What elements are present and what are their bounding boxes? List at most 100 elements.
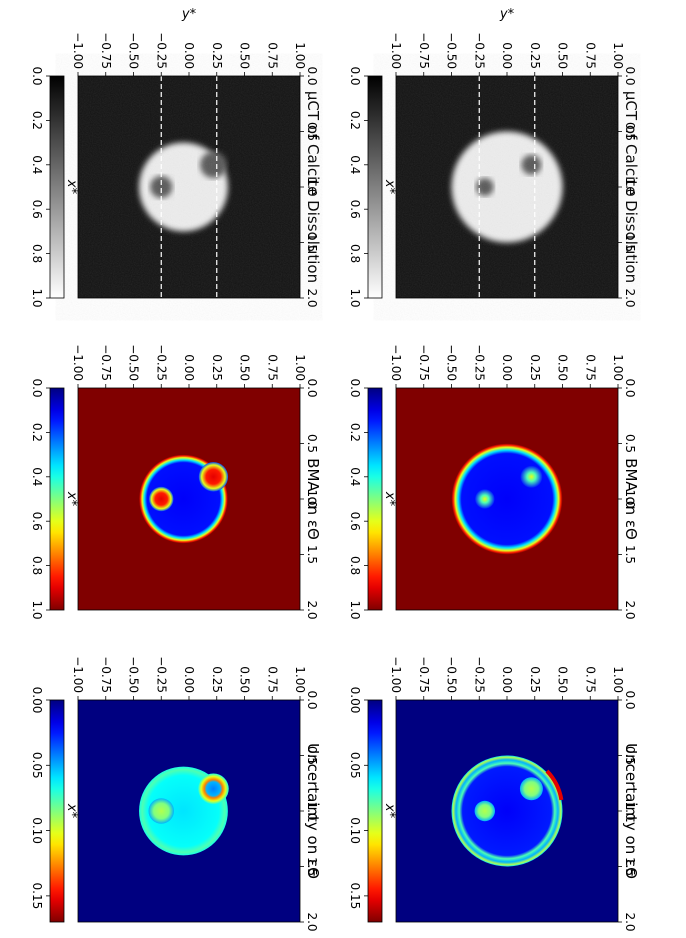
colorbar-label: x* [382, 179, 397, 195]
colorbar-tick-label: 1.0 [348, 600, 362, 619]
y-tick-label: 0.75 [583, 42, 597, 69]
x-tick-label: 0.5 [305, 434, 319, 453]
noise-overlay [78, 76, 300, 298]
y-tick-label: −0.25 [154, 32, 168, 69]
pore-1 [198, 462, 229, 492]
y-tick-label: 0.00 [500, 354, 514, 381]
y-tick-label: 0.25 [528, 666, 542, 693]
colorbar-tick-label: 0.8 [348, 556, 362, 575]
y-tick-label: −0.50 [127, 32, 141, 69]
y-tick-label: −1.00 [71, 344, 85, 381]
y-axis-label: y* [181, 7, 197, 22]
colorbar-label: x* [382, 491, 397, 507]
x-tick-label: 0.0 [623, 690, 637, 709]
x-tick-label: 1.5 [623, 857, 637, 876]
colorbar-tick-label: 0.4 [30, 155, 44, 174]
y-tick-label: −1.00 [389, 656, 403, 693]
y-tick-label: −0.50 [445, 344, 459, 381]
x-tick-label: 2.0 [623, 912, 637, 931]
y-tick-label: 0.75 [265, 354, 279, 381]
x-tick-label: 1.0 [623, 177, 637, 196]
pore-2 [474, 800, 496, 822]
colorbar [367, 699, 383, 923]
x-tick-label: 0.5 [623, 122, 637, 141]
colorbar [367, 75, 383, 299]
colorbar-tick-label: 0.00 [30, 687, 44, 714]
colorbar-tick-label: 0.2 [30, 111, 44, 130]
x-tick-label: 1.5 [623, 545, 637, 564]
x-tick-label: 1.0 [305, 489, 319, 508]
x-tick-label: 0.5 [623, 434, 637, 453]
colorbar-tick-label: 0.15 [348, 883, 362, 910]
colorbar-tick-label: 0.05 [30, 752, 44, 779]
colorbar-tick-label: 0.8 [348, 244, 362, 263]
pore-2 [475, 489, 495, 509]
colorbar-tick-label: 1.0 [30, 288, 44, 307]
y-tick-label: 1.00 [611, 354, 625, 381]
y-tick-label: 1.00 [611, 666, 625, 693]
y-tick-label: 0.25 [210, 42, 224, 69]
y-tick-label: −0.75 [99, 32, 113, 69]
y-tick-label: 0.00 [182, 666, 196, 693]
y-tick-label: 0.50 [238, 666, 252, 693]
y-tick-label: 0.50 [556, 354, 570, 381]
x-tick-label: 1.5 [305, 233, 319, 252]
x-tick-label: 0.0 [305, 66, 319, 85]
y-tick-label: 0.25 [528, 42, 542, 69]
colorbar-tick-label: 0.6 [348, 200, 362, 219]
y-tick-label: 0.50 [238, 42, 252, 69]
y-tick-label: 0.50 [556, 42, 570, 69]
x-tick-label: 0.5 [305, 746, 319, 765]
y-tick-label: 1.00 [293, 354, 307, 381]
colorbar-tick-label: 0.6 [30, 200, 44, 219]
y-tick-label: −0.50 [127, 656, 141, 693]
x-tick-label: 2.0 [623, 600, 637, 619]
y-tick-label: −0.50 [127, 344, 141, 381]
x-tick-label: 0.0 [623, 378, 637, 397]
x-tick-label: 1.5 [305, 857, 319, 876]
y-tick-label: −1.00 [389, 344, 403, 381]
y-tick-label: 0.50 [556, 666, 570, 693]
y-tick-label: 0.00 [182, 354, 196, 381]
colorbar-tick-label: 1.0 [348, 288, 362, 307]
colorbar [49, 699, 65, 923]
y-tick-label: 0.75 [265, 42, 279, 69]
colorbar-tick-label: 0.0 [30, 66, 44, 85]
x-tick-label: 1.5 [623, 233, 637, 252]
colorbar-tick-label: 0.6 [348, 512, 362, 531]
colorbar-tick-label: 0.15 [30, 883, 44, 910]
colorbar [49, 387, 65, 611]
colorbar-label: x* [64, 803, 79, 819]
colorbar-tick-label: 0.10 [348, 817, 362, 844]
y-tick-label: 0.75 [583, 666, 597, 693]
y-tick-label: 0.00 [500, 666, 514, 693]
y-tick-label: −0.50 [445, 656, 459, 693]
y-tick-label: −0.75 [99, 344, 113, 381]
colorbar-tick-label: 0.0 [30, 378, 44, 397]
x-tick-label: 0.0 [305, 690, 319, 709]
colorbar-tick-label: 0.2 [348, 423, 362, 442]
y-tick-label: −0.25 [154, 344, 168, 381]
pore-1 [520, 465, 543, 488]
y-tick-label: 0.75 [583, 354, 597, 381]
pore-2 [149, 486, 174, 512]
x-tick-label: 0.5 [623, 746, 637, 765]
colorbar [49, 75, 65, 299]
x-tick-label: 1.5 [305, 545, 319, 564]
x-tick-label: 1.0 [305, 801, 319, 820]
colorbar-tick-label: 0.2 [30, 423, 44, 442]
colorbar-tick-label: 0.4 [348, 155, 362, 174]
y-tick-label: 1.00 [293, 42, 307, 69]
colorbar-tick-label: 0.4 [348, 467, 362, 486]
x-tick-label: 1.0 [623, 489, 637, 508]
colorbar-tick-label: 0.00 [348, 687, 362, 714]
